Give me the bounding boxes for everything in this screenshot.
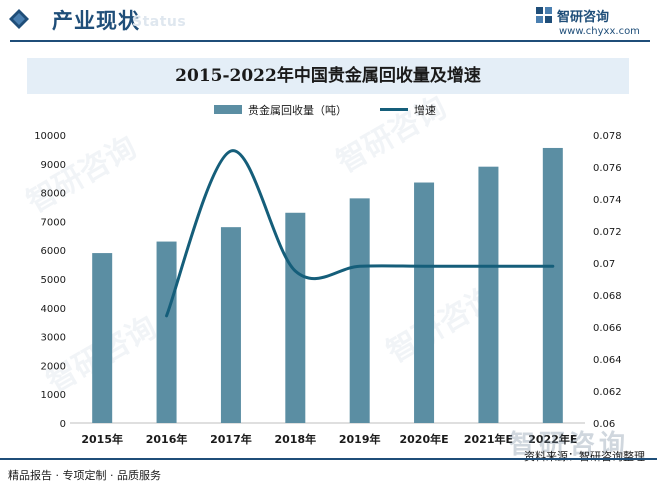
legend-label-bar: 贵金属回收量（吨） xyxy=(248,104,347,117)
brand-name: 智研咨询 xyxy=(557,10,610,25)
y-right-tick-label: 0.072 xyxy=(593,227,622,238)
x-tick-label: 2015年 xyxy=(81,432,123,446)
bar xyxy=(285,212,306,423)
brand-block: 智研咨询 www.chyxx.com xyxy=(535,6,645,40)
legend-swatch-bar xyxy=(214,105,242,114)
growth-line xyxy=(165,149,555,318)
brand-url[interactable]: www.chyxx.com xyxy=(559,26,640,37)
legend-item-bar[interactable]: 贵金属回收量（吨） xyxy=(214,101,364,119)
legend-label-line: 增速 xyxy=(414,104,436,117)
y-left-tick-label: 8000 xyxy=(41,189,66,200)
legend-swatch-line xyxy=(380,108,408,111)
y-left-tick-label: 10000 xyxy=(34,131,66,142)
y-left-tick-label: 5000 xyxy=(41,275,66,286)
footer-slogan: 精品报告 · 专项定制 · 品质服务 xyxy=(8,469,161,482)
header-divider xyxy=(10,40,650,42)
bar xyxy=(220,227,241,423)
y-right-tick-label: 0.078 xyxy=(593,131,622,142)
y-right-tick-label: 0.066 xyxy=(593,323,622,334)
footer-divider xyxy=(0,458,657,460)
x-tick-label: 2021年E xyxy=(464,432,513,446)
chart-title-bar: 2015-2022年中国贵金属回收量及增速 xyxy=(27,58,629,94)
x-tick-label: 2017年 xyxy=(210,432,252,446)
chart-title: 2015-2022年中国贵金属回收量及增速 xyxy=(175,66,481,86)
bar xyxy=(349,198,370,423)
page-header: 产业现状 Status 智研咨询 www.chyxx.com xyxy=(0,0,657,44)
x-tick-label: 2020年E xyxy=(399,432,448,446)
y-left-tick-label: 0 xyxy=(60,419,66,430)
watermark-logo: 智研咨询 xyxy=(508,430,629,460)
bar xyxy=(156,241,177,423)
legend-item-line[interactable]: 增速 xyxy=(380,101,450,119)
y-left-tick-label: 4000 xyxy=(41,304,66,315)
brand-logo-icon xyxy=(536,7,552,23)
y-right-tick-label: 0.068 xyxy=(593,291,622,302)
y-right-tick-label: 0.076 xyxy=(593,163,622,174)
y-left-tick-label: 7000 xyxy=(41,217,66,228)
y-right-tick-label: 0.07 xyxy=(593,259,615,270)
bar xyxy=(414,182,435,423)
bar xyxy=(478,166,499,423)
x-tick-label: 2019年 xyxy=(339,432,381,446)
y-right-tick-label: 0.06 xyxy=(593,419,615,430)
bar xyxy=(542,147,563,423)
x-tick-label: 2016年 xyxy=(146,432,188,446)
diamond-icon xyxy=(9,9,29,29)
section-subtitle: Status xyxy=(132,14,187,30)
y-left-tick-label: 9000 xyxy=(41,160,66,171)
y-left-tick-label: 6000 xyxy=(41,246,66,257)
source-note: 资料来源：智研咨询整理 xyxy=(524,450,645,463)
y-right-tick-label: 0.064 xyxy=(593,355,622,366)
chart-legend: 贵金属回收量（吨） 增速 xyxy=(0,101,657,119)
x-tick-label: 2018年 xyxy=(275,432,317,446)
y-left-tick-label: 2000 xyxy=(41,361,66,372)
y-left-tick-label: 1000 xyxy=(41,390,66,401)
bar xyxy=(92,253,113,423)
section-title: 产业现状 xyxy=(52,9,140,33)
y-right-tick-label: 0.074 xyxy=(593,195,622,206)
y-right-tick-label: 0.062 xyxy=(593,387,622,398)
x-tick-label: 2022年E xyxy=(528,432,577,446)
y-left-tick-label: 3000 xyxy=(41,333,66,344)
